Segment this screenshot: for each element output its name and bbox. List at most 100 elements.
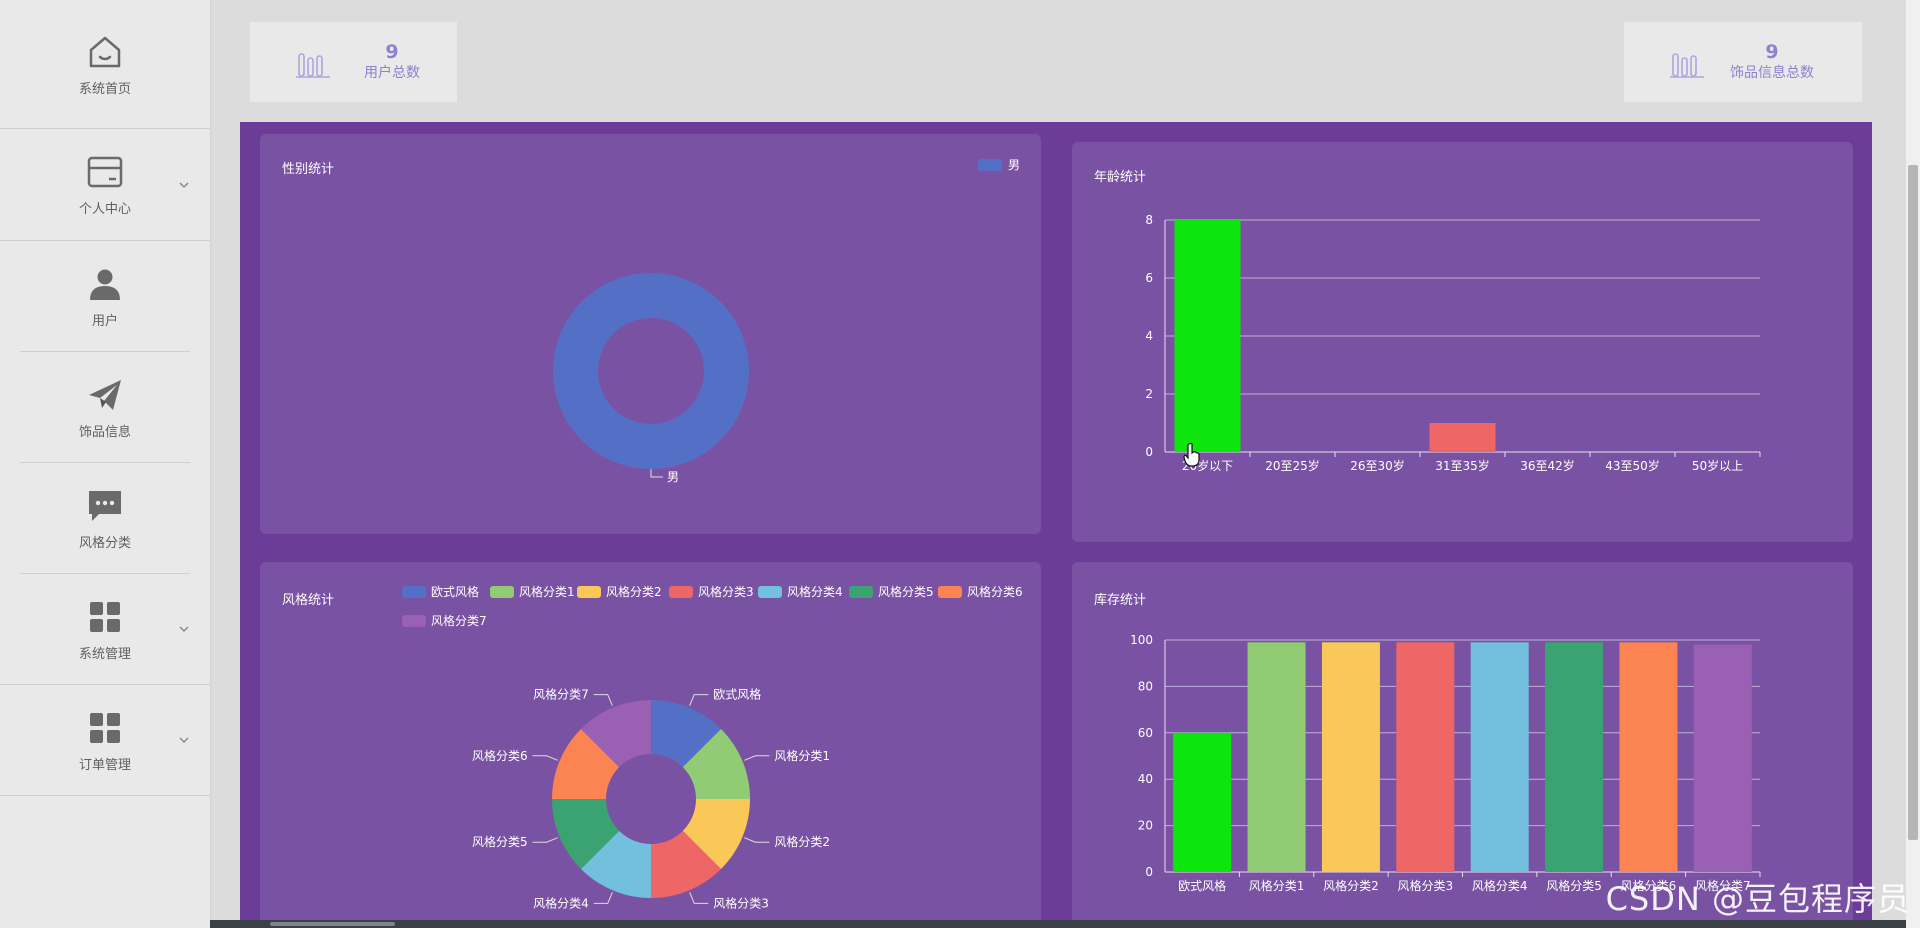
sidebar-item-styles[interactable]: 风格分类 [0, 463, 210, 573]
chat-icon [85, 486, 125, 526]
sidebar-item-orders[interactable]: 订单管理 [0, 685, 210, 795]
legend-swatch [669, 586, 693, 598]
sidebar-item-label: 系统管理 [78, 646, 131, 662]
sidebar-item-home[interactable]: 系统首页 [0, 0, 210, 128]
pie-label: 男 [667, 470, 679, 484]
y-tick-label: 0 [1145, 865, 1153, 879]
legend-label: 男 [1008, 158, 1020, 172]
divider [20, 573, 190, 574]
chevron-down-icon [178, 734, 190, 750]
legend-label: 欧式风格 [431, 584, 479, 599]
gender-chart-title: 性别统计 [282, 162, 335, 177]
sidebar-item-products[interactable]: 饰品信息 [0, 352, 210, 462]
x-tick-label: 风格分类7 [1695, 878, 1751, 893]
watermark: CSDN @豆包程序员 [1605, 880, 1910, 918]
legend-swatch [938, 586, 962, 598]
paper-plane-icon [85, 375, 125, 415]
bar [1396, 642, 1455, 872]
scrollbar-thumb[interactable] [270, 922, 395, 926]
style-chart-panel: 风格统计 欧式风格 风格分类1 风格分类2 风格分类3 风格分类4 风格分类5 风格分类6 风… [260, 562, 1041, 928]
bar [1429, 423, 1496, 452]
bar [1545, 642, 1604, 872]
x-tick-label: 风格分类3 [1397, 878, 1453, 893]
sidebar-item-label: 系统首页 [78, 81, 131, 97]
sidebar-item-users[interactable]: 用户 [0, 241, 210, 351]
pie-slice [580, 700, 651, 768]
pie-label: 欧式风格 [713, 687, 761, 702]
pie-slice [580, 830, 651, 898]
x-tick-label: 风格分类4 [1472, 878, 1528, 893]
pie-label-line [744, 755, 770, 761]
style-chart: 欧式风格 风格分类1 风格分类2 风格分类3 风格分类4 风格分类5 风格分类6 风格分类7 欧… [402, 584, 1023, 910]
sidebar-item-label: 订单管理 [78, 757, 131, 773]
divider [20, 351, 190, 352]
user-count-value: 9 [385, 41, 399, 63]
legend-label: 风格分类1 [519, 584, 575, 599]
pie-label: 风格分类6 [472, 748, 528, 763]
bar [1174, 220, 1241, 452]
y-tick-label: 4 [1145, 329, 1153, 343]
legend-label: 风格分类3 [698, 584, 754, 599]
pie-label-line [593, 892, 613, 904]
bar [1693, 644, 1752, 872]
stock-chart-panel: 库存统计 0 20 40 60 80 100 欧式风格 风格分类1 风格分类2 风格分类3 风格分类… [1072, 562, 1853, 928]
pie-slice [552, 799, 620, 870]
hand-cursor-icon [1183, 443, 1200, 467]
legend-label: 风格分类4 [787, 584, 843, 599]
item-count-value: 9 [1765, 41, 1779, 63]
x-tick-label: 31至35岁 [1435, 458, 1490, 473]
pie-label: 风格分类7 [533, 687, 589, 702]
pie-label: 风格分类4 [533, 895, 589, 910]
pie-label-line [689, 892, 709, 904]
pie-label-line [593, 694, 613, 706]
y-tick-label: 100 [1130, 633, 1153, 647]
horizontal-scrollbar[interactable] [210, 920, 1906, 928]
legend-label: 风格分类5 [878, 584, 934, 599]
style-chart-title: 风格统计 [282, 593, 335, 608]
y-tick-label: 8 [1145, 213, 1153, 227]
x-tick-label: 欧式风格 [1178, 878, 1226, 893]
divider [0, 128, 210, 129]
user-count-label: 用户总数 [364, 65, 420, 81]
legend-swatch [402, 615, 426, 627]
bar [1247, 642, 1306, 872]
sidebar-item-label: 风格分类 [78, 535, 131, 551]
grid-icon [85, 708, 125, 748]
legend-swatch [577, 586, 601, 598]
user-count-card: 9 用户总数 [250, 22, 457, 102]
pie-slice [682, 799, 750, 870]
sidebar-item-system[interactable]: 系统管理 [0, 574, 210, 684]
x-tick-label: 43至50岁 [1605, 458, 1660, 473]
pie-label-line [532, 837, 558, 843]
pie-label: 风格分类3 [713, 895, 769, 910]
legend-swatch [758, 586, 782, 598]
gender-chart-panel: 性别统计 男男 [260, 134, 1041, 534]
legend-label: 风格分类2 [606, 584, 662, 599]
y-tick-label: 60 [1138, 726, 1153, 740]
pie-label-line [650, 469, 663, 478]
y-tick-label: 2 [1145, 387, 1153, 401]
bar-chart-icon [288, 37, 338, 87]
x-tick-label: 50岁以上 [1692, 458, 1743, 473]
chevron-down-icon [178, 179, 190, 195]
x-tick-label: 风格分类1 [1249, 878, 1305, 893]
x-tick-label: 风格分类5 [1546, 878, 1602, 893]
item-count-label: 饰品信息总数 [1730, 65, 1814, 81]
age-chart-title: 年龄统计 [1094, 170, 1147, 185]
y-tick-label: 6 [1145, 271, 1153, 285]
pie-slice [682, 728, 750, 799]
legend-swatch [849, 586, 873, 598]
vertical-scrollbar[interactable] [1906, 0, 1920, 928]
divider [20, 462, 190, 463]
pie-slice [651, 830, 722, 898]
pie-label-line [744, 837, 770, 843]
legend-label: 风格分类6 [967, 584, 1023, 599]
grid-icon [85, 597, 125, 637]
sidebar-item-profile[interactable]: 个人中心 [0, 129, 210, 240]
scrollbar-thumb[interactable] [1908, 165, 1918, 840]
divider [0, 684, 210, 685]
divider [0, 795, 210, 796]
y-tick-label: 40 [1138, 772, 1153, 786]
x-tick-label: 风格分类6 [1621, 878, 1677, 893]
